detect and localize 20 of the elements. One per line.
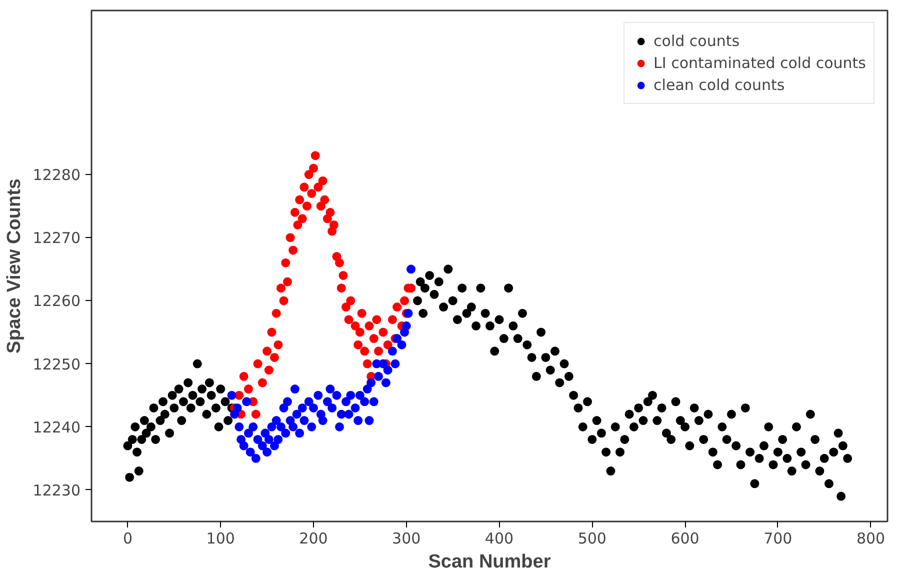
x-tick-label: 400: [484, 530, 514, 548]
legend-label: cold counts: [654, 32, 740, 50]
y-tick-label: 12260: [32, 292, 80, 310]
x-tick-label: 700: [764, 530, 792, 548]
y-tick-label: 12240: [32, 418, 80, 436]
y-tick-label: 12230: [32, 481, 80, 500]
x-tick-label: 200: [299, 530, 328, 548]
x-axis-title: Scan Number: [428, 552, 552, 572]
legend-label: clean cold counts: [654, 76, 785, 94]
x-tick-label: 300: [392, 530, 421, 548]
y-axis-title: Space View Counts: [4, 178, 25, 354]
x-tick-label: 600: [670, 530, 700, 548]
x-tick-label: 100: [206, 530, 235, 548]
y-tick-label: 12280: [32, 166, 80, 184]
x-tick-label: 500: [578, 530, 606, 548]
y-tick-label: 12250: [32, 355, 80, 374]
x-tick-label: 800: [856, 530, 886, 548]
x-tick-label: 0: [122, 530, 132, 548]
y-tick-label: 12270: [32, 229, 80, 248]
legend-label: LI contaminated cold counts: [654, 54, 866, 72]
